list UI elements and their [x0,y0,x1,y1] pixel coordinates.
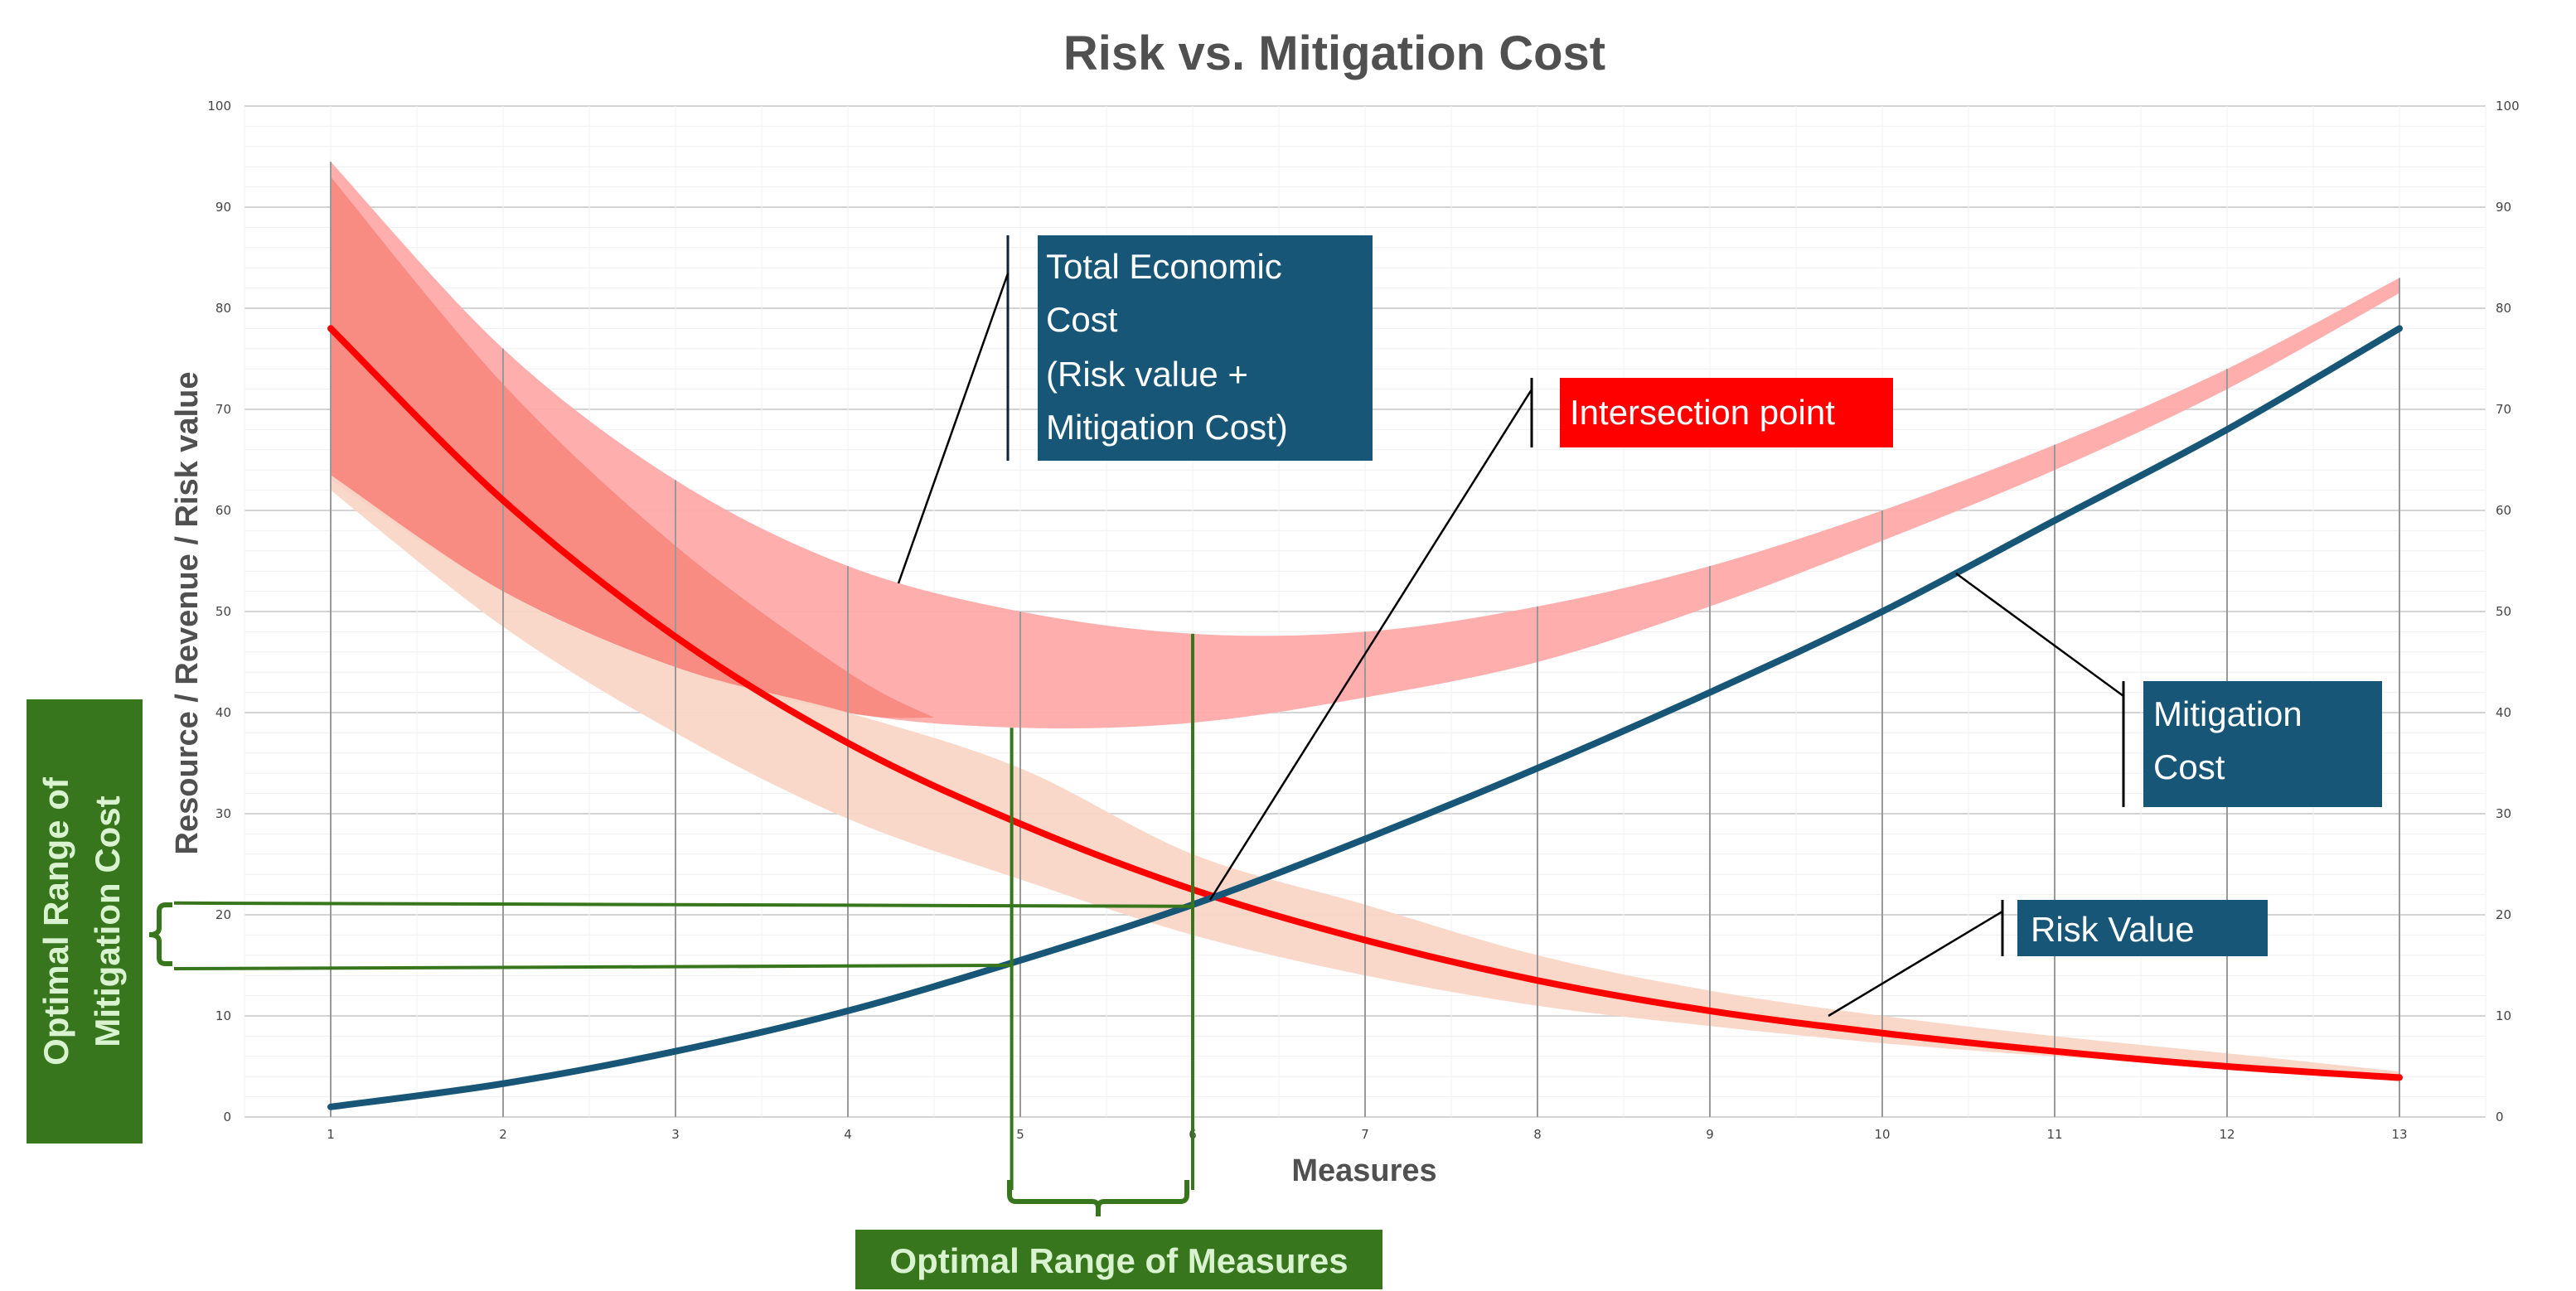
x-tick-label: 7 [1361,1127,1369,1142]
x-tick-label: 4 [844,1127,852,1142]
x-tick-label: 9 [1706,1127,1714,1142]
data-point-risk [2053,1049,2056,1053]
optimal-range-guides [173,633,1194,1190]
label-text: Optimal Range of [36,776,75,1066]
data-point-mitigation [2398,326,2401,331]
y-tick-label: 50 [215,604,231,619]
data-point-mitigation [1536,766,1539,771]
y-tick-label: 70 [215,402,231,417]
callout-text: Mitigation Cost) [1046,408,1288,447]
y-tick-label-right: 70 [2496,402,2511,417]
x-tick-label: 11 [2046,1127,2062,1142]
bracket-icon [148,902,172,966]
optimal-cost-upper-line [173,901,1194,908]
callout-intersection-point: Intersection point [1208,378,1893,901]
y-tick-label-right: 100 [2496,99,2520,114]
label-text: Optimal Range of Measures [889,1241,1348,1280]
y-tick-label: 40 [215,705,231,720]
data-point-mitigation [501,1081,505,1086]
callout-mitigation-cost: Mitigation Cost [1955,572,2382,807]
y-tick-label-right: 10 [2496,1008,2511,1023]
data-point-risk [1536,979,1539,983]
x-tick-label: 13 [2391,1127,2407,1142]
data-point-risk [674,635,677,639]
y-tick-label-right: 40 [2496,705,2511,720]
optimal-cost-lower-line [173,964,1012,970]
data-point-mitigation [2225,428,2229,432]
data-point-risk [1363,938,1367,942]
data-point-mitigation [674,1049,677,1053]
bracket-icon [1007,1180,1189,1216]
y-tick-label-right: 30 [2496,806,2511,821]
y-tick-label: 60 [215,503,231,518]
optimal-measures-label: Optimal Range of Measures [855,1180,1382,1289]
data-point-mitigation [2053,519,2056,523]
chart-title: Risk vs. Mitigation Cost [1063,27,1605,80]
drop-lines [330,162,2400,1117]
x-tick-label: 10 [1874,1127,1890,1142]
callout-risk-value: Risk Value [1828,900,2268,1018]
callout-text: Mitigation [2153,694,2302,733]
y-tick-label-right: 20 [2496,907,2511,922]
y-tick-label-right: 80 [2496,301,2511,316]
callout-text: Cost [1046,300,1118,339]
x-tick-label: 3 [671,1127,680,1142]
callout-text: Cost [2153,747,2225,786]
y-tick-label: 90 [215,200,231,215]
callout-text: Intersection point [1570,393,1835,432]
data-point-risk [2398,1076,2401,1080]
data-point-risk [846,741,850,745]
x-tick-label: 2 [499,1127,507,1142]
callout-total-economic-cost: Total Economic Cost (Risk value + Mitiga… [897,235,1373,584]
data-point-risk [1708,1008,1712,1013]
data-point-risk [1019,822,1022,826]
data-point-mitigation [1363,837,1367,841]
y-tick-label: 0 [223,1110,231,1124]
y-tick-label-right: 90 [2496,200,2511,215]
data-point-risk [1881,1031,1884,1035]
y-tick-label-right: 60 [2496,503,2511,518]
axis-ticks: 0 10 20 30 40 50 60 70 80 90 100 0 10 20 30 40 50 60 70 80 9… [207,99,2519,1142]
data-point-mitigation [329,1105,332,1109]
data-point-risk [2225,1065,2229,1068]
y-tick-label: 20 [215,907,231,922]
y-tick-label-right: 0 [2496,1110,2504,1124]
data-point-risk [329,326,332,331]
data-point-risk [501,498,505,502]
data-point-mitigation [1881,610,1884,613]
x-axis-label: Measures [1291,1153,1436,1188]
y-tick-label: 30 [215,806,231,821]
y-tick-label: 10 [215,1008,231,1023]
callout-text: Risk Value [2031,910,2195,949]
optimal-cost-label: Optimal Range of Mitigation Cost [27,699,172,1144]
y-tick-label-right: 50 [2496,604,2511,619]
series-line-risk [327,325,2403,1081]
x-tick-label: 5 [1016,1127,1024,1142]
x-tick-label: 12 [2219,1127,2235,1142]
y-tick-label: 100 [207,99,231,114]
y-axis-label: Resource / Revenue / Risk value [170,372,205,855]
data-point-mitigation [1708,690,1712,694]
callout-text: (Risk value + [1046,355,1248,394]
data-point-mitigation [846,1008,850,1013]
y-tick-label: 80 [215,301,231,316]
label-text: Mitigation Cost [88,795,127,1047]
x-tick-label: 1 [327,1127,335,1142]
callout-text: Total Economic [1046,247,1282,286]
series-lines [327,325,2403,1110]
data-point-mitigation [1019,958,1022,962]
x-tick-label: 8 [1533,1127,1542,1142]
